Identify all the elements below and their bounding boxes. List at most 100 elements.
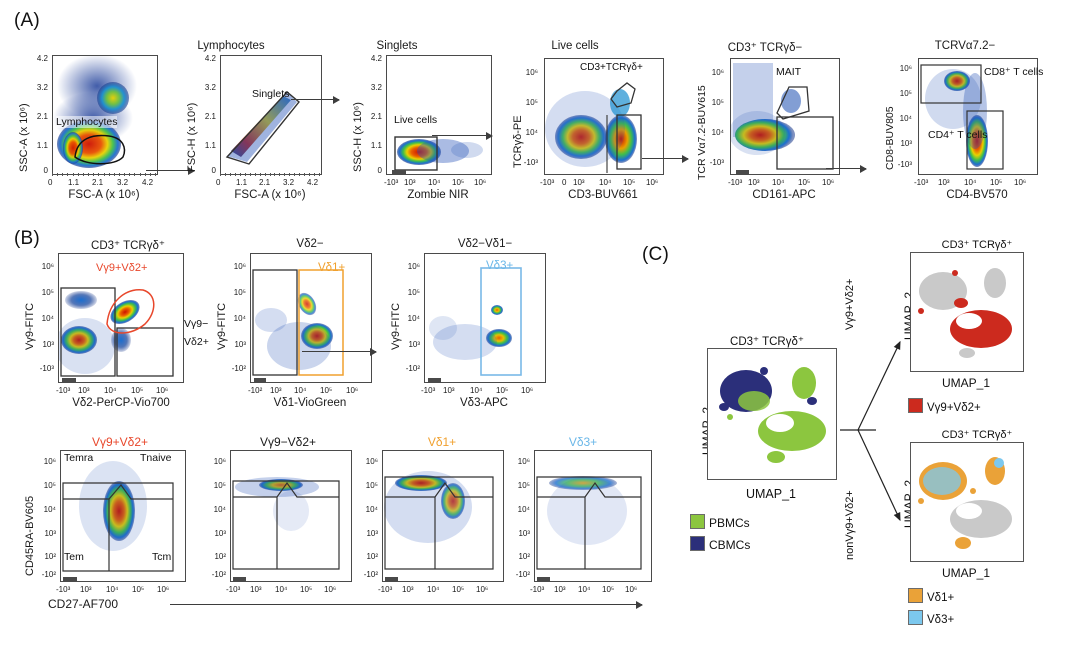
plot-b7-density [536,476,642,570]
legend-swatch-vd3 [908,610,923,625]
plot-a4-ytick-3: -10³ [523,158,538,167]
plot-a1-ytick-2: 2.1 [36,112,48,121]
plot-b4-quadrant-tcm: Tcm [152,551,172,563]
plot-b1-xtick-3: 10⁵ [131,386,144,395]
plot-a4-xlabel: CD3-BUV661 [568,189,638,201]
plot-b3-ytick-2: 10⁴ [407,314,420,323]
plot-b7-xtick-1: 10³ [554,585,566,594]
panel-b-xaxis-arrow [170,599,643,611]
plot-b1-xtick-1: 10³ [78,386,90,395]
plot-b3-gate-vd3[interactable]: Vδ3+ [486,260,514,272]
plot-b1-ytick-0: 10⁶ [41,262,54,271]
umap-main-xlabel: UMAP_1 [745,487,797,501]
plot-b5-ytick-5: -10² [211,570,226,579]
arrow-a2-a3 [291,94,340,106]
plot-b1-xtick-0: -10³ [56,386,71,395]
umap-main-legend-pbmcs[interactable]: PBMCs [690,514,750,530]
plot-a1-gate-lymphocytes[interactable]: Lymphocytes [56,116,118,128]
plot-b4-ytick-2: 10⁴ [43,505,56,514]
plot-b3-density [429,267,522,376]
plot-b1-ytick-3: 10³ [42,340,54,349]
plot-a6-xtick-3: 10⁵ [990,178,1003,187]
plot-b4-title: Vγ9+Vδ2+ [91,435,149,449]
plot-b5-xtick-3: 10⁵ [300,585,313,594]
plot-a6-gate-cd8[interactable]: CD8⁺ T cells [984,66,1044,78]
plot-a2-density [225,91,300,165]
umap-r2-frame [910,442,1024,562]
plot-a1-xticks-hash [52,173,156,177]
plot-b4-ytick-0: 10⁶ [43,457,56,466]
plot-a1-xtick-4: 4.2 [142,178,154,187]
plot-b1-gate-vg9neg[interactable]: Vγ9− [184,318,209,330]
plot-b7-xtick-0: -10³ [530,585,545,594]
plot-b6-title: Vδ1+ [427,435,457,449]
plot-a6-ytick-2: 10⁴ [899,114,912,123]
plot-b6-ytick-0: 10⁶ [365,457,378,466]
plot-b5-ytick-2: 10⁴ [213,505,226,514]
plot-b1-xtick-2: 10⁴ [104,386,117,395]
plot-b4-xtick-2: 10⁴ [106,585,119,594]
plot-a2-frame [220,55,322,175]
plot-b5-ytick-3: 10³ [214,529,226,538]
panel-c-letter: (C) [642,244,669,265]
plot-b6-ytick-5: -10² [363,570,378,579]
plot-a6-ytick-3: 10³ [900,139,912,148]
plot-a4-ytick-2: 10⁴ [525,128,538,137]
plot-a6-xtick-2: 10⁴ [964,178,977,187]
plot-b3-ytick-3: 10³ [408,340,420,349]
plot-a3-xtick-2: 10⁴ [428,178,441,187]
umap-main-legend-cbmcs[interactable]: CBMCs [690,536,750,552]
plot-b2-xtick-3: 10⁵ [320,386,333,395]
plot-a3-xtick-1: 10³ [404,178,416,187]
plot-b6-axis-bar [385,577,398,581]
plot-b5-xtick-1: 10³ [250,585,262,594]
plot-b7-xtick-4: 10⁶ [625,585,638,594]
umap-main-title: CD3⁺ TCRγδ⁺ [730,336,804,348]
umap-r2-legend-vd3[interactable]: Vδ3+ [908,610,954,626]
plot-a6-gate-cd4[interactable]: CD4⁺ T cells [928,129,988,141]
plot-b5-axis-bar [233,577,246,581]
plot-a5-ytick-2: 10⁴ [711,128,724,137]
umap-r2-legend-vd1[interactable]: Vδ1+ [908,588,954,604]
plot-b1-ytick-4: -10³ [39,364,54,373]
plot-b1-gate-vd2pos[interactable]: Vδ2+ [184,336,209,348]
plot-b3-frame [424,253,546,383]
plot-b7-ytick-1: 10⁵ [517,481,530,490]
plot-b7-frame [534,450,652,582]
arrow-label-vg9vd2: Vγ9+Vδ2+ [844,278,856,330]
plot-b7-title: Vδ3+ [568,435,598,449]
plot-a3-gate-live-cells[interactable]: Live cells [394,114,438,126]
plot-a2-xtick-3: 3.2 [283,178,295,187]
plot-b4-ytick-4: 10² [44,552,56,561]
legend-swatch-cbmcs [690,536,705,551]
plot-a1-density [53,56,137,168]
plot-b6-xtick-1: 10³ [402,585,414,594]
arrow-a4-a5 [642,153,689,165]
legend-swatch-vd1 [908,588,923,603]
plot-a4-density [545,82,642,173]
plot-b1-gate-vg9vd2[interactable]: Vγ9+Vδ2+ [96,262,148,274]
umap-r2-title: CD3⁺ TCRγδ⁺ [941,429,1013,441]
plot-b7-axis-bar [537,577,550,581]
plot-b2-axis-bar [254,378,266,382]
plot-b2-ytick-3: 10³ [234,340,246,349]
plot-b5-density [232,477,340,570]
plot-a4-gate-cd3-tcrgd[interactable]: CD3+TCRγδ+ [580,62,643,73]
plot-b4-quadrant-tnaive: Tnaive [140,452,172,464]
plot-a4-title: Live cells [551,40,599,52]
plot-b7-ytick-4: 10² [518,552,530,561]
arrow-a1-a2 [146,165,195,177]
plot-a2-gate-singlets[interactable]: Singlets [252,88,290,100]
plot-b4-xtick-0: -10³ [56,585,71,594]
umap-r1-legend-vg9vd2[interactable]: Vγ9+Vδ2+ [908,398,981,414]
legend-label-vg9vd2: Vγ9+Vδ2+ [927,402,981,414]
umap-main-frame [707,348,837,480]
plot-b3-xtick-3: 10⁵ [496,386,509,395]
plot-a5-gate-mait[interactable]: MAIT [776,66,802,78]
plot-a6-ytick-1: 10⁵ [899,89,912,98]
plot-a2-xtick-0: 0 [216,178,221,187]
plot-a6-xtick-1: 10³ [938,178,950,187]
plot-b6-frame [382,450,504,582]
plot-a5-title: CD3⁺ TCRγδ− [727,42,803,54]
plot-b2-gate-vd1[interactable]: Vδ1+ [318,262,346,274]
